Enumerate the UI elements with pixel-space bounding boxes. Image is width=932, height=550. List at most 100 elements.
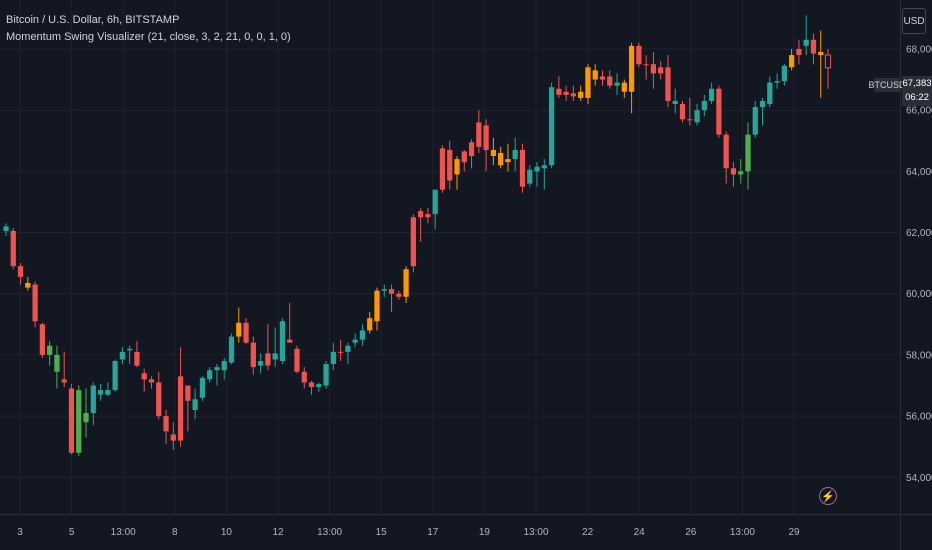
candle-body	[396, 293, 402, 297]
x-tick-label: 22	[582, 527, 594, 538]
chart-legend: Bitcoin / U.S. Dollar, 6h, BITSTAMP Mome…	[6, 12, 291, 46]
candle-body	[672, 100, 678, 105]
candle-body	[141, 373, 147, 380]
x-tick-label: 3	[17, 527, 23, 538]
candle-body	[541, 165, 547, 169]
y-tick-label: 68,000	[906, 44, 932, 55]
candle-body	[730, 168, 737, 175]
candle-body	[548, 87, 555, 166]
y-tick-label: 58,000	[906, 350, 932, 361]
x-tick-label: 29	[788, 527, 800, 538]
candle-body	[781, 65, 787, 82]
candle-body	[76, 390, 82, 453]
candle-body	[665, 67, 671, 101]
candle-body	[425, 214, 431, 218]
candle-body	[257, 361, 264, 366]
candle-body	[112, 361, 118, 391]
last-price-value: 67,383	[902, 78, 932, 89]
candle-body	[97, 390, 104, 395]
candle-body	[563, 91, 569, 95]
candle-body	[119, 351, 126, 360]
candle-body	[148, 379, 155, 383]
candle-body	[570, 93, 577, 97]
x-tick-label: 13:00	[523, 527, 548, 538]
candle-body	[694, 110, 700, 123]
candle-body	[810, 39, 817, 54]
candle-body	[796, 48, 802, 56]
candle-body	[447, 149, 453, 181]
candle-body	[374, 290, 380, 322]
candle-body	[439, 148, 446, 190]
candle-body	[294, 348, 300, 372]
candle-body	[214, 367, 220, 371]
candle-body	[716, 88, 722, 135]
candle-body	[418, 211, 424, 218]
y-tick-label: 60,000	[906, 289, 932, 300]
candle-body	[505, 159, 511, 163]
candle-body	[461, 151, 467, 163]
x-tick-label: 5	[69, 527, 75, 538]
x-tick-label: 13:00	[317, 527, 342, 538]
candle-body	[512, 149, 518, 160]
candle-body	[490, 149, 496, 157]
candle-body	[483, 125, 489, 150]
x-tick-label: 26	[685, 527, 697, 538]
y-tick-label: 56,000	[906, 412, 932, 423]
candle-body	[818, 52, 824, 56]
x-tick-label: 17	[427, 527, 439, 538]
candle-body	[32, 284, 38, 322]
candle-body	[410, 217, 416, 267]
x-tick-label: 13:00	[730, 527, 755, 538]
candle-body	[468, 142, 475, 157]
bar-countdown: 06:22	[905, 92, 929, 103]
indicator-title: Momentum Swing Visualizer (21, close, 3,…	[6, 31, 291, 43]
candle-body	[824, 54, 832, 69]
candle-body	[498, 152, 504, 166]
candle-body	[745, 134, 751, 172]
candle-body	[578, 91, 584, 98]
symbol-title: Bitcoin / U.S. Dollar, 6h, BITSTAMP	[6, 14, 180, 26]
candle-body	[236, 322, 242, 337]
candle-body	[287, 339, 293, 343]
x-tick-label: 10	[221, 527, 233, 538]
candle-body	[403, 269, 409, 297]
candle-body	[61, 379, 67, 383]
candle-body	[163, 416, 169, 432]
candle-body	[527, 169, 533, 184]
candle-body	[599, 76, 606, 80]
currency-button[interactable]: USD	[902, 8, 926, 34]
candle-body	[454, 159, 460, 175]
candle-body	[156, 382, 162, 417]
x-tick-label: 8	[172, 527, 178, 538]
candle-body	[621, 82, 627, 92]
candle-body	[265, 353, 271, 366]
candle-body	[628, 45, 635, 92]
lightning-bolt-icon[interactable]: ⚡	[819, 487, 837, 505]
candle-body	[170, 434, 176, 441]
candle-body	[90, 385, 96, 414]
candle-body	[752, 107, 758, 135]
candle-body	[228, 336, 235, 363]
candle-body	[650, 64, 657, 74]
candle-body	[250, 342, 256, 368]
candle-body	[54, 354, 60, 372]
candle-body	[134, 351, 140, 366]
candle-body	[759, 100, 766, 108]
candle-body	[803, 39, 809, 46]
candle-body	[127, 348, 133, 351]
candle-body	[345, 345, 351, 352]
candle-body	[279, 321, 286, 362]
candle-body	[330, 351, 336, 365]
candle-body	[185, 385, 191, 401]
candle-body	[323, 364, 329, 386]
candle-body	[17, 266, 24, 277]
candle-body	[47, 345, 53, 355]
candle-body	[243, 322, 249, 343]
candle-body	[767, 82, 773, 105]
candle-body	[701, 100, 707, 111]
candle-body	[381, 289, 387, 291]
candle-body	[221, 361, 227, 371]
candle-body	[534, 166, 540, 172]
y-tick-label: 64,000	[906, 167, 932, 178]
